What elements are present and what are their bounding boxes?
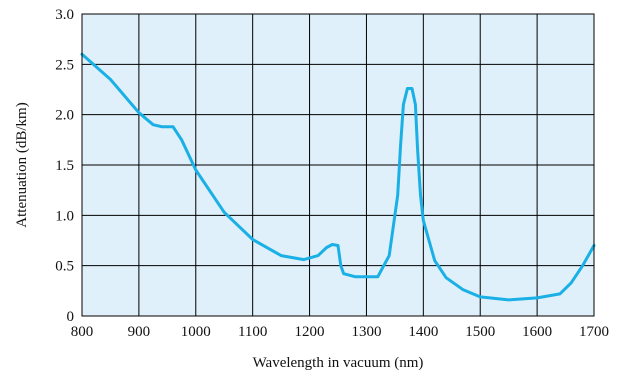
x-tick-label: 800 — [71, 324, 94, 340]
x-tick-label: 1500 — [465, 324, 495, 340]
x-tick-label: 1300 — [351, 324, 381, 340]
y-tick-label: 0 — [67, 309, 75, 325]
y-tick-label: 3.0 — [55, 7, 74, 23]
x-tick-label: 1400 — [408, 324, 438, 340]
x-tick-label: 1200 — [295, 324, 325, 340]
y-axis-ticks: 0 0.5 1.0 1.5 2.0 2.5 3.0 — [55, 7, 74, 325]
y-axis-title: Attenuation (dB/km) — [14, 102, 30, 227]
x-tick-label: 1600 — [522, 324, 552, 340]
x-axis-ticks: 800 900 1000 1100 1200 1300 1400 1500 1600 1700 — [71, 324, 609, 340]
x-tick-label: 1000 — [181, 324, 211, 340]
x-tick-label: 1700 — [579, 324, 609, 340]
x-tick-label: 900 — [128, 324, 151, 340]
y-tick-label: 1.5 — [55, 158, 74, 174]
plot-frame — [81, 13, 595, 317]
y-tick-label: 1.0 — [55, 208, 74, 224]
x-tick-label: 1100 — [238, 324, 267, 340]
x-axis-title: Wavelength in vacuum (nm) — [253, 355, 424, 371]
y-tick-label: 2.5 — [55, 57, 74, 73]
y-tick-label: 2.0 — [55, 108, 74, 124]
attenuation-curve — [80, 52, 596, 302]
y-tick-label: 0.5 — [55, 259, 74, 275]
